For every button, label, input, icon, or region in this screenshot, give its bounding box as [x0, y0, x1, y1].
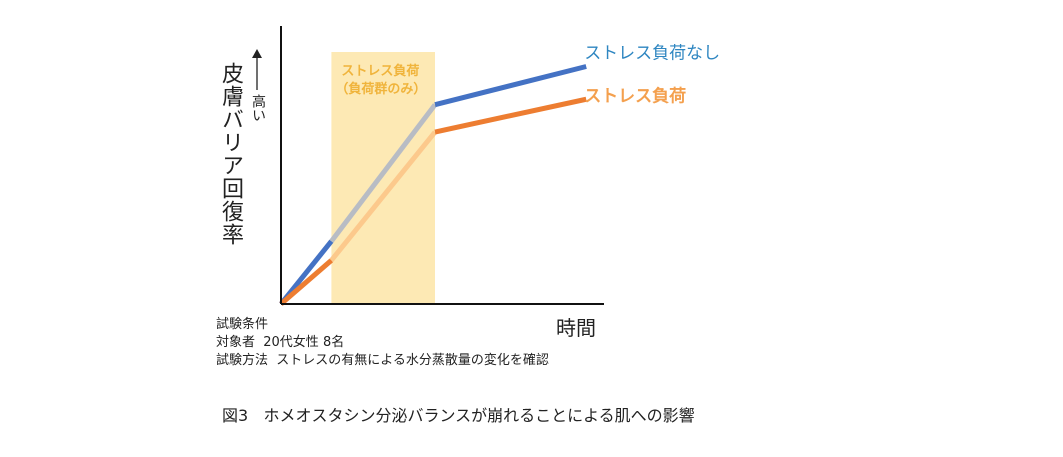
stress-period-label: ストレス負荷 — [341, 63, 419, 79]
stress-period-band — [331, 52, 435, 304]
series-2-label: ストレス負荷 — [584, 85, 686, 106]
series-1-label: ストレス負荷なし — [584, 43, 720, 63]
conditions-subjects: 対象者 20代女性 8名 — [216, 335, 345, 350]
stress-period-sublabel: （負荷群のみ） — [335, 81, 426, 97]
series-1-segment-3 — [434, 64, 587, 108]
y-arrow-head — [252, 49, 262, 58]
conditions-heading: 試験条件 — [216, 317, 269, 332]
figure-caption: 図3 ホメオスタシン分泌バランスが崩れることによる肌への影響 — [222, 406, 695, 425]
test-conditions: 試験条件 対象者 20代女性 8名 試験方法 ストレスの有無による水分蒸散量の変… — [216, 316, 549, 370]
y-axis-label: 皮膚バリア回復率 — [218, 62, 243, 246]
series-1-segment-2 — [329, 103, 437, 243]
y-axis-high-note: 高い — [250, 94, 266, 122]
series-2-segment-1 — [279, 258, 334, 306]
x-axis-label: 時間 — [556, 316, 596, 340]
conditions-method: 試験方法 ストレスの有無による水分蒸散量の変化を確認 — [216, 353, 549, 368]
series-2-segment-3 — [434, 96, 587, 135]
series-2-segment-2 — [329, 130, 437, 262]
